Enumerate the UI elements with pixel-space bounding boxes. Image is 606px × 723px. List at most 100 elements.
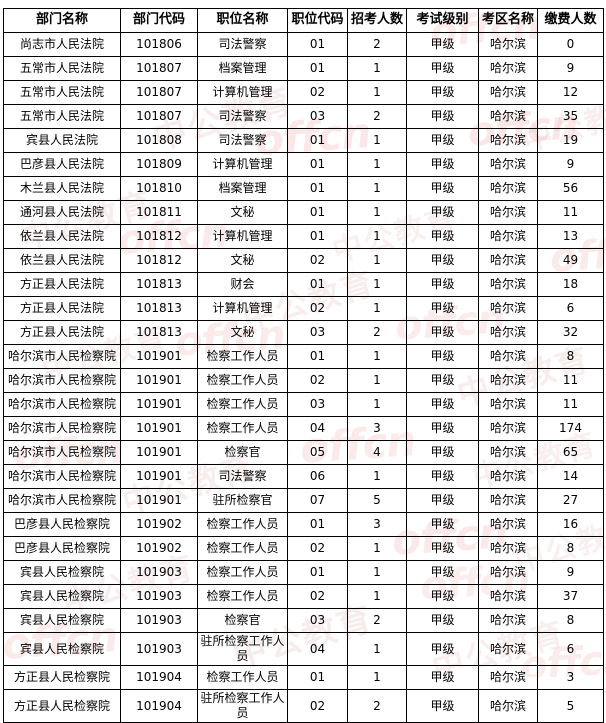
cell-recruit-count: 1 [347, 368, 407, 393]
cell-recruit-count: 1 [347, 665, 407, 690]
cell-dept-code: 101807 [120, 56, 198, 81]
cell-job-code: 07 [287, 488, 348, 513]
table-row: 巴彦县人民检察院 101902 检察工作人员 02 1 甲级 哈尔滨 8 [3, 536, 604, 561]
cell-dept-code: 101903 [120, 608, 198, 633]
cell-recruit-count: 2 [347, 608, 407, 633]
cell-recruit-count: 1 [347, 296, 407, 321]
cell-job-name: 文秘 [197, 200, 288, 225]
cell-dept-name: 方正县人民法院 [3, 272, 121, 297]
cell-exam-area: 哈尔滨 [478, 536, 538, 561]
cell-job-code: 01 [287, 176, 348, 201]
cell-job-code: 01 [287, 344, 348, 369]
cell-exam-area: 哈尔滨 [478, 32, 538, 57]
cell-job-name: 计算机管理 [197, 224, 288, 249]
cell-dept-name: 方正县人民检察院 [3, 689, 121, 723]
cell-job-name: 司法警察 [197, 128, 288, 153]
cell-recruit-count: 1 [347, 272, 407, 297]
cell-job-name: 检察工作人员 [197, 560, 288, 585]
cell-dept-name: 五常市人民法院 [3, 56, 121, 81]
cell-exam-area: 哈尔滨 [478, 344, 538, 369]
cell-dept-name: 巴彦县人民检察院 [3, 536, 121, 561]
cell-paid-count: 8 [537, 536, 604, 561]
cell-exam-level: 甲级 [406, 464, 479, 489]
cell-recruit-count: 1 [347, 584, 407, 609]
cell-job-name: 检察工作人员 [197, 368, 288, 393]
cell-dept-name: 宾县人民法院 [3, 128, 121, 153]
table-row: 宾县人民法院 101808 司法警察 01 1 甲级 哈尔滨 19 [3, 128, 604, 153]
cell-exam-area: 哈尔滨 [478, 152, 538, 177]
cell-job-code: 03 [287, 392, 348, 417]
cell-paid-count: 32 [537, 320, 604, 345]
cell-job-name: 检察工作人员 [197, 344, 288, 369]
cell-paid-count: 11 [537, 200, 604, 225]
cell-paid-count: 56 [537, 176, 604, 201]
cell-paid-count: 174 [537, 416, 604, 441]
cell-recruit-count: 1 [347, 536, 407, 561]
table-row: 方正县人民法院 101813 财会 01 1 甲级 哈尔滨 18 [3, 272, 604, 297]
cell-job-name: 档案管理 [197, 56, 288, 81]
cell-dept-code: 101806 [120, 32, 198, 57]
cell-dept-name: 宾县人民检察院 [3, 584, 121, 609]
table-row: 宾县人民检察院 101903 检察工作人员 01 1 甲级 哈尔滨 9 [3, 560, 604, 585]
cell-job-code: 01 [287, 665, 348, 690]
cell-exam-area: 哈尔滨 [478, 608, 538, 633]
cell-dept-name: 巴彦县人民检察院 [3, 512, 121, 537]
cell-exam-level: 甲级 [406, 536, 479, 561]
cell-recruit-count: 1 [347, 200, 407, 225]
cell-dept-code: 101813 [120, 320, 198, 345]
cell-dept-code: 101903 [120, 584, 198, 609]
table-row: 宾县人民检察院 101903 检察工作人员 02 1 甲级 哈尔滨 37 [3, 584, 604, 609]
cell-job-code: 01 [287, 512, 348, 537]
cell-exam-area: 哈尔滨 [478, 200, 538, 225]
cell-dept-name: 哈尔滨市人民检察院 [3, 368, 121, 393]
table-row: 宾县人民检察院 101903 检察官 03 2 甲级 哈尔滨 8 [3, 608, 604, 633]
cell-job-code: 01 [287, 272, 348, 297]
cell-job-code: 02 [287, 296, 348, 321]
cell-paid-count: 27 [537, 488, 604, 513]
table-header: 部门名称 部门代码 职位名称 职位代码 招考人数 考试级别 考区名称 缴费人数 [3, 8, 604, 33]
cell-exam-area: 哈尔滨 [478, 296, 538, 321]
cell-exam-level: 甲级 [406, 608, 479, 633]
cell-exam-area: 哈尔滨 [478, 80, 538, 105]
cell-paid-count: 49 [537, 248, 604, 273]
table-row: 方正县人民检察院 101904 检察工作人员 01 1 甲级 哈尔滨 3 [3, 665, 604, 690]
cell-job-code: 04 [287, 416, 348, 441]
cell-exam-level: 甲级 [406, 104, 479, 129]
cell-dept-code: 101901 [120, 392, 198, 417]
cell-job-name: 财会 [197, 272, 288, 297]
cell-recruit-count: 5 [347, 488, 407, 513]
cell-exam-area: 哈尔滨 [478, 368, 538, 393]
cell-dept-code: 101813 [120, 296, 198, 321]
cell-job-code: 01 [287, 224, 348, 249]
table-row: 巴彦县人民检察院 101902 检察工作人员 01 3 甲级 哈尔滨 16 [3, 512, 604, 537]
cell-exam-area: 哈尔滨 [478, 416, 538, 441]
cell-job-code: 01 [287, 56, 348, 81]
cell-dept-code: 101807 [120, 80, 198, 105]
cell-dept-name: 宾县人民检察院 [3, 560, 121, 585]
table-row: 宾县人民检察院 101903 驻所检察工作人员 04 1 甲级 哈尔滨 6 [3, 632, 604, 666]
cell-paid-count: 12 [537, 80, 604, 105]
cell-job-name: 计算机管理 [197, 296, 288, 321]
cell-paid-count: 65 [537, 440, 604, 465]
cell-dept-code: 101901 [120, 440, 198, 465]
cell-exam-level: 甲级 [406, 224, 479, 249]
cell-job-code: 02 [287, 368, 348, 393]
column-header-dept-name: 部门名称 [3, 8, 121, 33]
cell-exam-level: 甲级 [406, 248, 479, 273]
cell-exam-area: 哈尔滨 [478, 320, 538, 345]
cell-job-name: 驻所检察工作人员 [197, 689, 288, 723]
table-row: 依兰县人民法院 101812 计算机管理 01 1 甲级 哈尔滨 13 [3, 224, 604, 249]
cell-job-name: 司法警察 [197, 32, 288, 57]
table-row: 五常市人民法院 101807 计算机管理 02 1 甲级 哈尔滨 12 [3, 80, 604, 105]
cell-job-name: 文秘 [197, 248, 288, 273]
cell-dept-name: 宾县人民检察院 [3, 608, 121, 633]
cell-dept-name: 五常市人民法院 [3, 104, 121, 129]
cell-exam-area: 哈尔滨 [478, 56, 538, 81]
cell-exam-level: 甲级 [406, 440, 479, 465]
cell-recruit-count: 1 [347, 632, 407, 666]
cell-exam-area: 哈尔滨 [478, 560, 538, 585]
cell-exam-area: 哈尔滨 [478, 104, 538, 129]
cell-paid-count: 11 [537, 368, 604, 393]
cell-exam-level: 甲级 [406, 392, 479, 417]
table-row: 尚志市人民法院 101806 司法警察 01 2 甲级 哈尔滨 0 [3, 32, 604, 57]
